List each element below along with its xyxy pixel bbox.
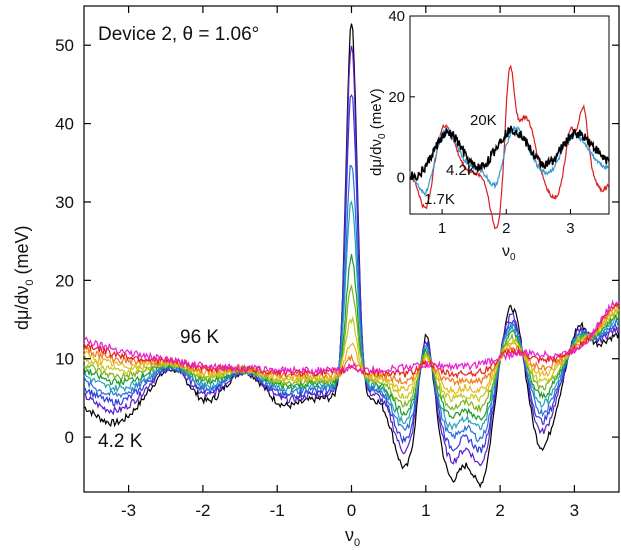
inset-x-tick-label: 1 bbox=[438, 220, 446, 237]
temperature-curve bbox=[83, 299, 620, 376]
inset-ticks: 1 2 3 0 20 40 bbox=[388, 8, 574, 237]
main-y-axis-label: dμ/dν0 (meV) bbox=[12, 225, 36, 330]
inset-curve bbox=[409, 125, 610, 196]
inset-curves bbox=[409, 64, 610, 230]
inset-y-tick-label: 40 bbox=[388, 8, 405, 25]
curve-label-96k: 96 K bbox=[180, 327, 219, 348]
inset-label-20k: 20K bbox=[470, 112, 497, 129]
inset-x-label-main: ν bbox=[502, 243, 510, 260]
temperature-curve bbox=[83, 307, 620, 404]
main-x-label-main: ν bbox=[345, 525, 354, 545]
inset-x-tick-label: 3 bbox=[566, 220, 574, 237]
main-y-label-main: dμ/dν bbox=[12, 286, 32, 330]
main-x-tick-label: -1 bbox=[270, 501, 285, 520]
inset-y-axis-label: dμ/dν0 (meV) bbox=[368, 88, 388, 176]
main-y-tick-label: 20 bbox=[55, 271, 74, 290]
main-x-tick-label: 3 bbox=[570, 501, 579, 520]
curve-label-4k: 4.2 K bbox=[98, 431, 143, 452]
inset-x-label-sub: 0 bbox=[510, 252, 516, 263]
device-annotation: Device 2, θ = 1.06° bbox=[98, 24, 259, 45]
inset-background bbox=[410, 16, 609, 214]
main-y-label-sub: 0 bbox=[24, 279, 36, 285]
main-y-tick-label: 0 bbox=[65, 428, 74, 447]
main-x-label-sub: 0 bbox=[354, 537, 360, 549]
inset-y-label-main: dμ/dν bbox=[368, 139, 385, 176]
main-x-tick-label: 2 bbox=[495, 501, 504, 520]
inset-y-tick-label: 0 bbox=[397, 170, 405, 187]
inset-curve bbox=[409, 125, 610, 182]
inset-x-tick-label: 2 bbox=[502, 220, 510, 237]
main-x-tick-label: 1 bbox=[421, 501, 430, 520]
main-y-tick-label: 50 bbox=[55, 36, 74, 55]
inset-y-tick-label: 20 bbox=[388, 89, 405, 106]
main-y-tick-label: 10 bbox=[55, 350, 74, 369]
temperature-curve bbox=[83, 200, 620, 431]
inset-plot-frame bbox=[409, 15, 610, 215]
inset-x-axis-label: ν0 bbox=[502, 243, 516, 263]
main-curves bbox=[83, 23, 620, 489]
main-x-tick-label: -3 bbox=[121, 501, 136, 520]
main-y-tick-label: 40 bbox=[55, 115, 74, 134]
inset-y-label-sub: 0 bbox=[377, 133, 388, 139]
inset-label-4k: 4.2K bbox=[446, 162, 477, 179]
main-x-axis-label: ν0 bbox=[345, 525, 360, 549]
main-x-tick-label: -2 bbox=[195, 501, 210, 520]
inset-y-label-tail: (meV) bbox=[368, 88, 385, 133]
main-x-tick-label: 0 bbox=[347, 501, 356, 520]
main-y-label-tail: (meV) bbox=[12, 225, 32, 279]
main-y-tick-label: 30 bbox=[55, 193, 74, 212]
inset-label-1k: 1.7K bbox=[424, 191, 455, 208]
temperature-curve bbox=[83, 254, 620, 421]
temperature-curve bbox=[83, 304, 620, 395]
